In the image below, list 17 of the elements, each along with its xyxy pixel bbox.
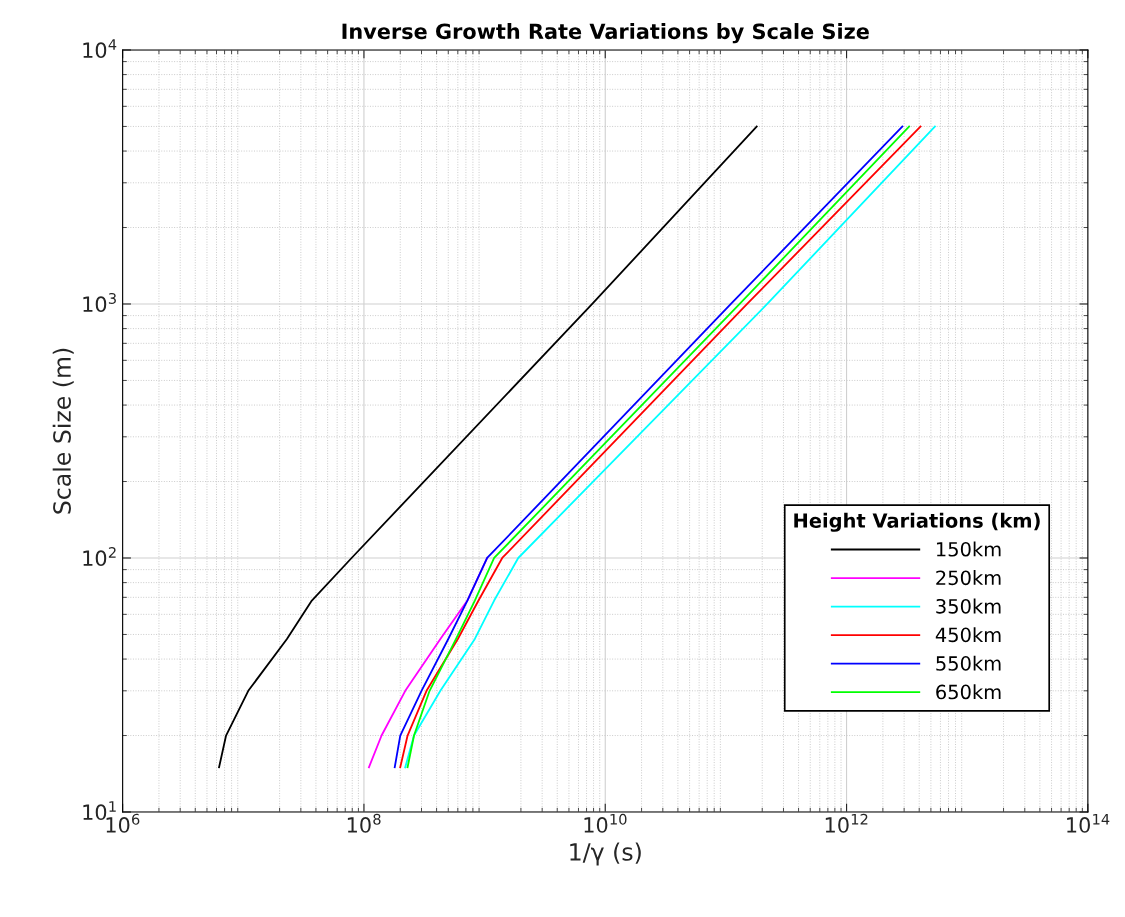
y-axis-title: Scale Size (m) bbox=[52, 348, 74, 514]
y-tick-label: 10$^{2}$ bbox=[83, 546, 116, 567]
x-tick-label: 10$^{8}$ bbox=[347, 813, 381, 833]
legend-label: 150km bbox=[936, 541, 1001, 557]
x-tick-label: 10$^{10}$ bbox=[584, 813, 627, 833]
y-tick-label: 10$^{3}$ bbox=[83, 292, 116, 313]
legend-title: Height Variations (km) bbox=[794, 512, 1040, 532]
x-axis-title: 1/γ (s) bbox=[570, 842, 641, 866]
x-tick-label: 10$^{12}$ bbox=[825, 813, 868, 833]
legend-label: 350km bbox=[936, 598, 1001, 614]
legend-label: 450km bbox=[935, 627, 1001, 643]
legend-label: 550km bbox=[936, 655, 1001, 671]
y-tick-label: 10$^{4}$ bbox=[83, 39, 117, 59]
legend-label: 250km bbox=[936, 570, 1001, 586]
x-tick-label: 10$^{14}$ bbox=[1067, 813, 1110, 833]
chart-title: Inverse Growth Rate Variations by Scale Size bbox=[342, 23, 869, 44]
legend-label: 650km bbox=[936, 684, 1001, 700]
